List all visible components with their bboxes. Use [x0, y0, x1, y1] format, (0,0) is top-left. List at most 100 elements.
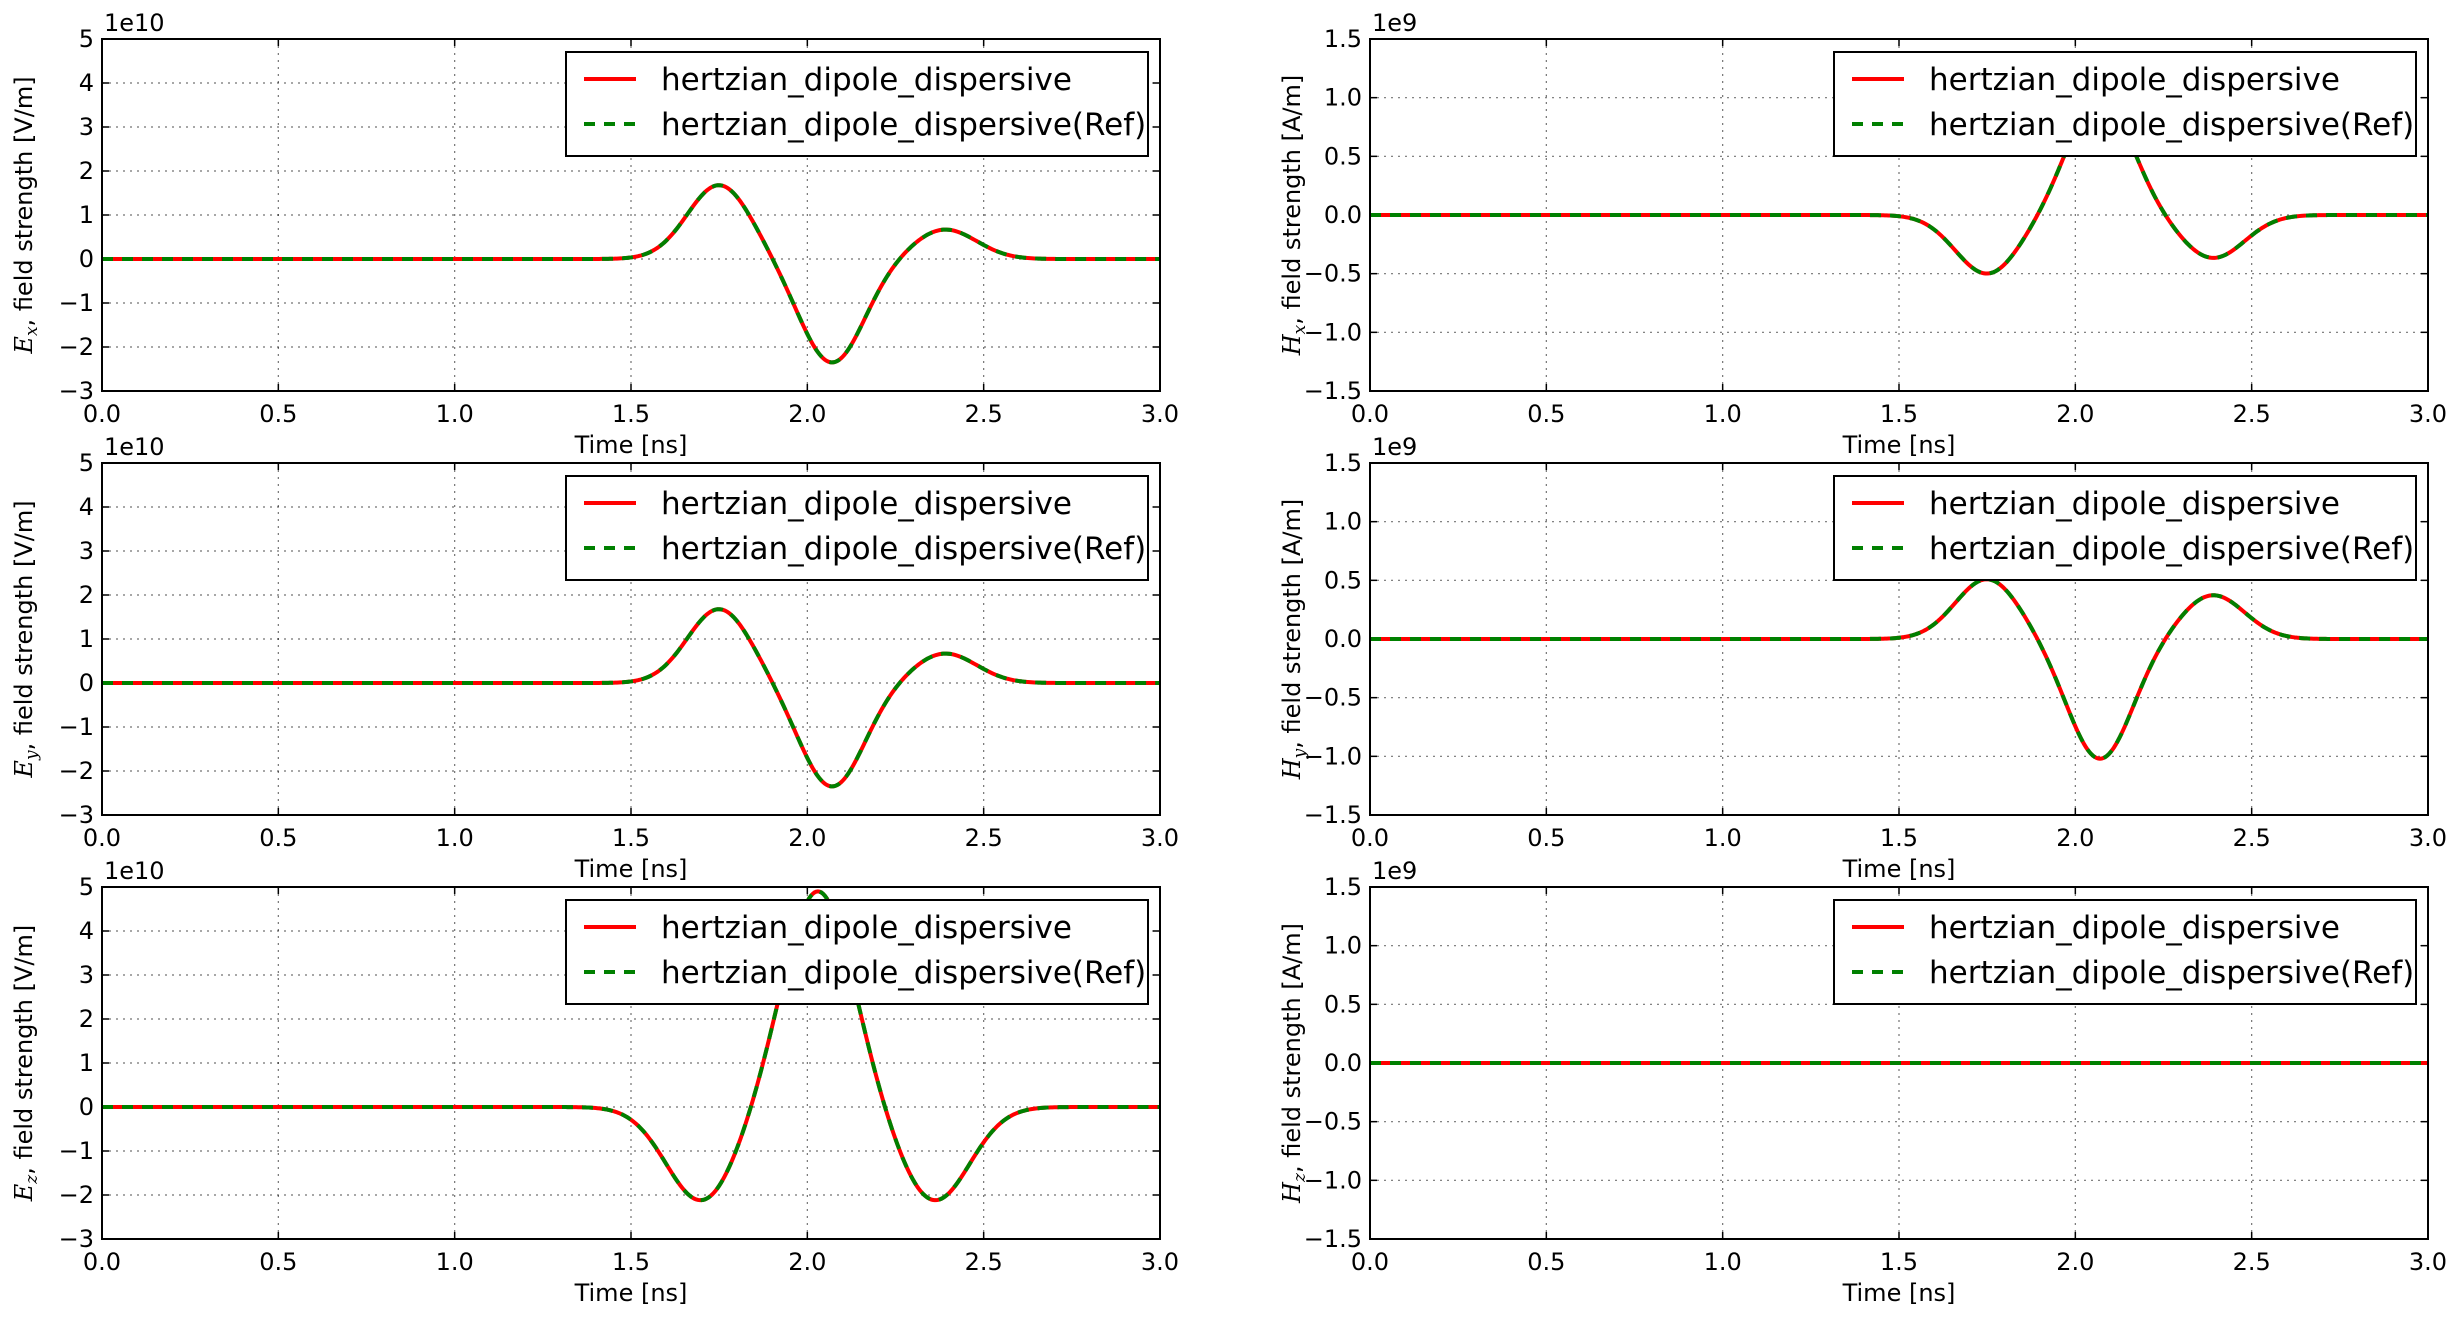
y-tick-label: 0.5 [1324, 990, 1362, 1018]
x-tick-label: 0.0 [83, 400, 121, 428]
y-tick-label: −0.5 [1304, 1108, 1362, 1136]
x-axis-label: Time [ns] [574, 855, 688, 883]
x-tick-label: 0.5 [259, 1248, 297, 1276]
y-tick-label: 5 [79, 449, 94, 477]
legend-label: hertzian_dipole_dispersive [1929, 62, 2340, 98]
x-tick-label: 0.5 [1527, 824, 1565, 852]
y-tick-label: 1 [79, 201, 94, 229]
x-tick-label: 1.5 [612, 824, 650, 852]
series-line-result [102, 889, 1160, 1203]
y-axis-symbol: H [1278, 757, 1306, 780]
y-tick-label: −0.5 [1304, 260, 1362, 288]
x-tick-label: 3.0 [1141, 824, 1179, 852]
y-tick-label: 1.5 [1324, 873, 1362, 901]
y-axis-label: Hy, field strength [A/m] [1278, 499, 1310, 781]
y-tick-label: 0.0 [1324, 1049, 1362, 1077]
y-axis-unit: , field strength [V/m] [10, 500, 38, 750]
legend-label: hertzian_dipole_dispersive [1929, 910, 2340, 946]
x-tick-label: 3.0 [2409, 400, 2447, 428]
y-tick-label: 4 [79, 917, 94, 945]
y-tick-label: 0 [79, 245, 94, 273]
x-tick-label: 0.0 [83, 1248, 121, 1276]
y-tick-label: 4 [79, 69, 94, 97]
x-tick-label: 3.0 [2409, 1248, 2447, 1276]
y-axis-unit: , field strength [A/m] [1278, 75, 1306, 325]
x-tick-label: 3.0 [1141, 400, 1179, 428]
y-tick-label: −3 [59, 1225, 94, 1253]
y-axis-label: Ex, field strength [V/m] [10, 76, 42, 354]
x-tick-label: 0.0 [1351, 400, 1389, 428]
x-tick-label: 2.5 [2233, 824, 2271, 852]
x-tick-label: 0.0 [1351, 1248, 1389, 1276]
y-axis-symbol: E [10, 336, 38, 355]
plot-frame [101, 462, 1161, 816]
y-tick-label: −2 [59, 757, 94, 785]
y-tick-label: 3 [79, 537, 94, 565]
panel-hz: 0.0 0.5 1.0 1.5 2.0 2.5 3.0 −1.5 −1.0 −0.5 0.0 0.5 1… [1278, 857, 2447, 1307]
panel-ez: 0.0 0.5 1.0 1.5 2.0 2.5 3.0 −3 −2 −1 0 1 2 3 4 5 1e10 Tim… [10, 857, 1179, 1307]
x-tick-label: 2.0 [788, 824, 826, 852]
y-tick-label: −1 [59, 1137, 94, 1165]
x-tick-label: 1.5 [612, 400, 650, 428]
y-tick-label: −1.0 [1304, 742, 1362, 770]
panel-ex: 0.0 0.5 1.0 1.5 2.0 2.5 3.0 −3 −2 −1 0 1 2 3 4 5 1e10 Tim… [10, 9, 1179, 459]
legend-label: hertzian_dipole_dispersive [1929, 486, 2340, 522]
y-tick-label: 0 [79, 669, 94, 697]
y-tick-label: 2 [79, 1005, 94, 1033]
legend-label: hertzian_dipole_dispersive(Ref) [1929, 955, 2414, 991]
y-tick-label: 1 [79, 1049, 94, 1077]
offset-text: 1e9 [1372, 433, 1417, 461]
x-tick-label: 2.0 [788, 1248, 826, 1276]
x-tick-label: 2.5 [965, 400, 1003, 428]
x-tick-label: 2.5 [2233, 1248, 2271, 1276]
offset-text: 1e10 [104, 433, 165, 461]
y-axis-subscript: y [1290, 748, 1310, 759]
legend-label: hertzian_dipole_dispersive [661, 910, 1072, 946]
y-tick-label: 4 [79, 493, 94, 521]
plot-frame [101, 38, 1161, 392]
panel-hx: 0.0 0.5 1.0 1.5 2.0 2.5 3.0 −1.5 −1.0 −0.5 0.0 0.5 1… [1278, 9, 2447, 459]
legend-box [1833, 899, 2417, 1005]
x-tick-label: 3.0 [2409, 824, 2447, 852]
y-tick-label: 0.0 [1324, 201, 1362, 229]
x-tick-label: 0.5 [1527, 1248, 1565, 1276]
y-tick-label: −3 [59, 377, 94, 405]
y-axis-subscript: z [1290, 1172, 1310, 1183]
y-tick-label: −0.5 [1304, 684, 1362, 712]
legend-label: hertzian_dipole_dispersive [661, 62, 1072, 98]
x-tick-label: 1.0 [1704, 1248, 1742, 1276]
y-axis-symbol: E [10, 760, 38, 779]
x-tick-label: 1.0 [1704, 824, 1742, 852]
y-tick-label: 2 [79, 581, 94, 609]
x-tick-label: 0.0 [1351, 824, 1389, 852]
x-tick-label: 2.0 [2056, 400, 2094, 428]
legend-label: hertzian_dipole_dispersive(Ref) [661, 107, 1146, 143]
series-line-result [102, 607, 1160, 789]
y-tick-label: 0.5 [1324, 566, 1362, 594]
y-tick-label: −1.5 [1304, 801, 1362, 829]
y-axis-symbol: E [10, 1183, 38, 1202]
series-line-reference [1370, 95, 2428, 276]
x-axis-label: Time [ns] [574, 431, 688, 459]
x-tick-label: 0.5 [259, 400, 297, 428]
legend: hertzian_dipole_dispersive hertzian_dipol… [565, 899, 1149, 1005]
plot-frame [1369, 886, 2429, 1240]
x-tick-label: 0.5 [1527, 400, 1565, 428]
series-line-reference [102, 607, 1160, 789]
plot-frame [101, 886, 1161, 1240]
y-tick-label: 0.5 [1324, 142, 1362, 170]
y-axis-unit: , field strength [A/m] [1278, 499, 1306, 749]
y-axis-label: Ey, field strength [V/m] [10, 500, 42, 778]
y-axis-symbol: H [1278, 333, 1306, 356]
x-axis-label: Time [ns] [1842, 855, 1956, 883]
y-tick-label: 3 [79, 113, 94, 141]
x-axis-label: Time [ns] [1842, 431, 1956, 459]
y-tick-label: 1.0 [1324, 932, 1362, 960]
legend-label: hertzian_dipole_dispersive(Ref) [661, 955, 1146, 991]
y-axis-subscript: y [22, 750, 42, 761]
legend-box [1833, 51, 2417, 157]
x-tick-label: 1.5 [1880, 824, 1918, 852]
x-tick-label: 2.0 [2056, 1248, 2094, 1276]
legend: hertzian_dipole_dispersive hertzian_dipol… [1833, 475, 2417, 581]
y-axis-label: Hx, field strength [A/m] [1278, 75, 1310, 357]
